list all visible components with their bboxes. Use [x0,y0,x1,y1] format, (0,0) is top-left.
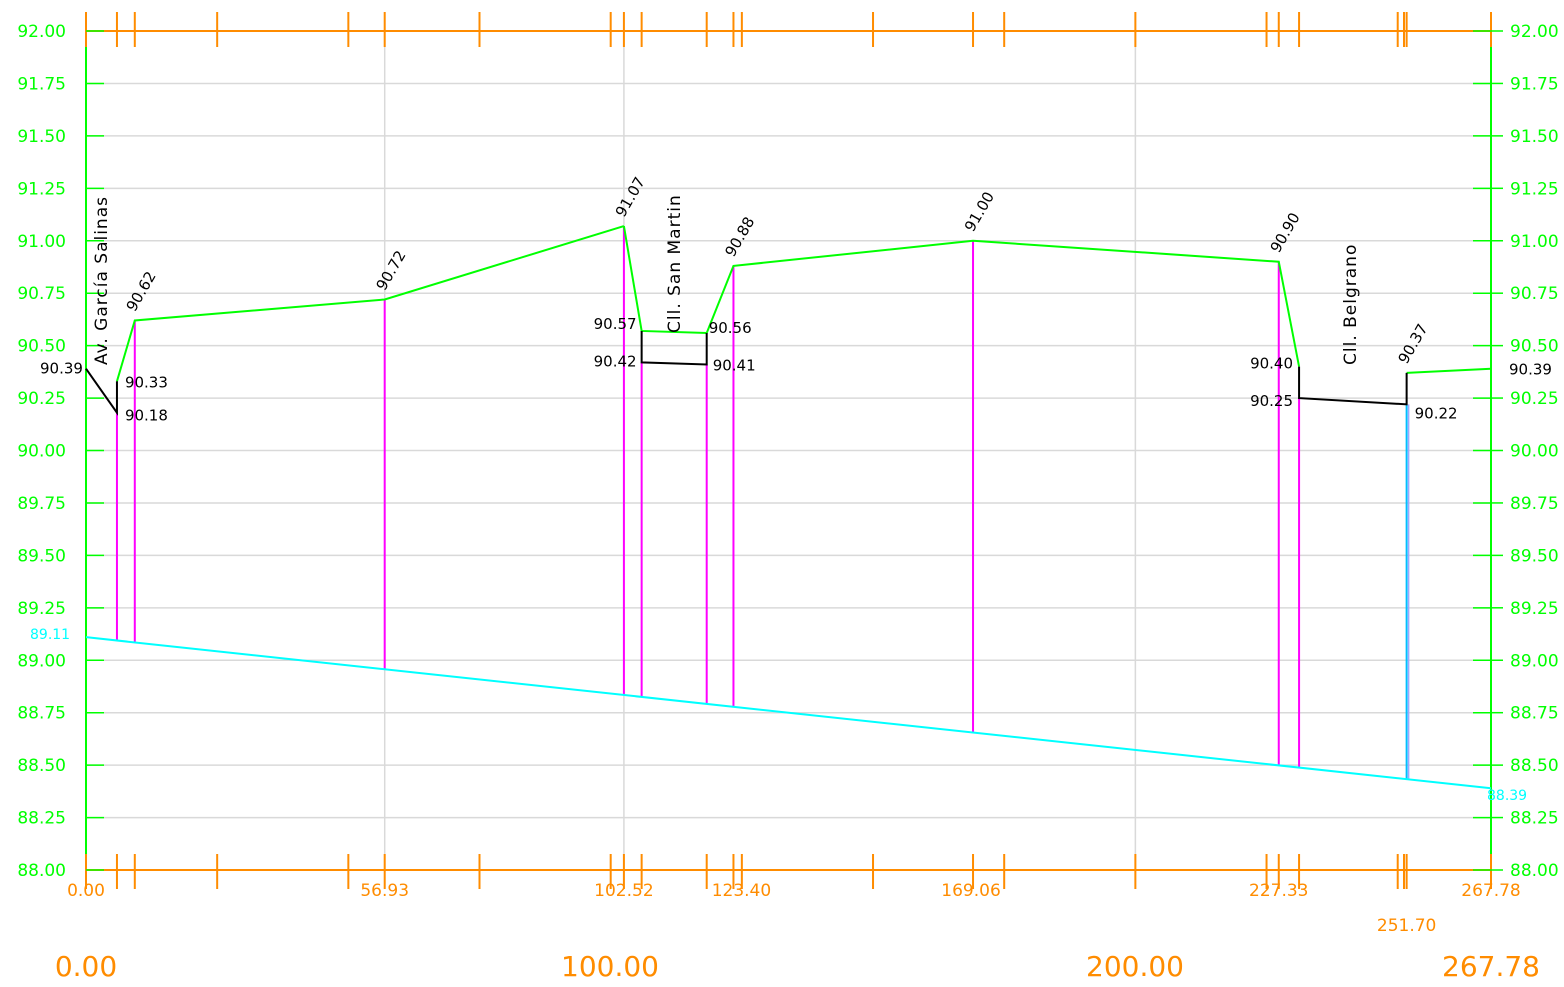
ytick-label-right: 91.75 [1510,74,1559,94]
ytick-label-right: 88.25 [1510,809,1559,829]
station-label: 267.78 [1461,881,1520,901]
elevation-label: 90.62 [123,268,160,314]
elevation-label: 90.41 [713,357,756,375]
station-label: 227.33 [1249,881,1308,901]
ytick-label-left: 91.00 [17,232,66,252]
ytick-label-left: 90.50 [17,337,66,357]
elevation-label: 90.39 [40,360,83,378]
elevation-label: 90.22 [1415,404,1458,422]
ytick-label-right: 90.75 [1510,284,1559,304]
station-label: 169.06 [941,881,1000,901]
series-line [115,225,625,382]
ytick-label-left: 90.00 [17,442,66,462]
ytick-label-left: 89.75 [17,494,66,514]
street-label: Av. García Salinas [92,196,112,365]
series-line [1406,367,1492,374]
ytick-label-right: 90.25 [1510,389,1559,409]
ytick-label-right: 91.25 [1510,179,1559,199]
grid [86,31,1491,870]
elevation-label: 90.56 [709,319,752,337]
ytick-label-right: 89.75 [1510,494,1559,514]
ytick-label-left: 89.00 [17,651,66,671]
scale-label: 200.00 [1086,950,1184,983]
station-label: 102.52 [594,881,653,901]
ytick-label-right: 90.00 [1510,442,1559,462]
ytick-label-right: 91.00 [1510,232,1559,252]
ytick-label-left: 90.25 [17,389,66,409]
ytick-label-right: 90.50 [1510,337,1559,357]
series-line [85,636,1492,790]
elevation-label: 91.00 [961,189,998,235]
ytick-label-left: 91.75 [17,74,66,94]
ytick-label-right: 89.25 [1510,599,1559,619]
elevation-label: 88.39 [1487,788,1527,804]
elevation-label: 90.39 [1509,361,1552,379]
scale-label: 0.00 [55,950,117,983]
vertical-station-lines [115,226,1410,780]
elevation-label: 90.37 [1395,321,1432,367]
ytick-label-right: 88.00 [1510,861,1559,881]
ytick-label-right: 92.00 [1510,22,1559,42]
ytick-label-left: 92.00 [17,22,66,42]
ytick-label-right: 89.00 [1510,651,1559,671]
series-line [640,330,708,366]
elevation-label: 91.07 [612,174,649,220]
elevation-label: 90.33 [125,373,168,391]
elevation-label: 90.40 [1250,355,1293,373]
station-label: 251.70 [1377,916,1436,936]
profile-series [85,225,1492,790]
series-line [85,368,118,416]
elevation-label: 90.18 [125,407,168,425]
street-label: Cll. Belgrano [1341,244,1361,365]
station-label: 56.93 [360,881,409,901]
station-label: 0.00 [67,881,105,901]
ytick-label-left: 88.75 [17,704,66,724]
ytick-label-left: 90.75 [17,284,66,304]
scale-label: 100.00 [561,950,659,983]
elevation-label: 90.57 [594,315,637,333]
ytick-label-left: 89.50 [17,546,66,566]
ytick-label-left: 88.50 [17,756,66,776]
ytick-label-right: 91.50 [1510,127,1559,147]
ytick-label-left: 91.50 [17,127,66,147]
labels: 88.00 88.00 88.25 88.25 88.50 88.50 88.75 88.75… [17,22,1558,983]
ytick-label-right: 89.50 [1510,546,1559,566]
station-label: 123.40 [712,881,771,901]
ytick-label-left: 88.00 [17,861,66,881]
ytick-label-left: 89.25 [17,599,66,619]
elevation-label: 90.90 [1267,210,1304,256]
series-line [1298,366,1408,406]
scale-label: 267.78 [1442,950,1540,983]
ytick-label-right: 88.75 [1510,704,1559,724]
elevation-label: 90.42 [594,352,637,370]
ytick-label-left: 91.25 [17,179,66,199]
elevation-label: 90.25 [1250,392,1293,410]
elevation-label: 89.11 [30,627,70,643]
street-label: Cll. San Martin [665,194,685,333]
ytick-label-left: 88.25 [17,809,66,829]
elevation-label: 90.88 [721,214,758,260]
axes [85,12,1503,889]
elevation-label: 90.72 [373,247,410,293]
ytick-label-right: 88.50 [1510,756,1559,776]
